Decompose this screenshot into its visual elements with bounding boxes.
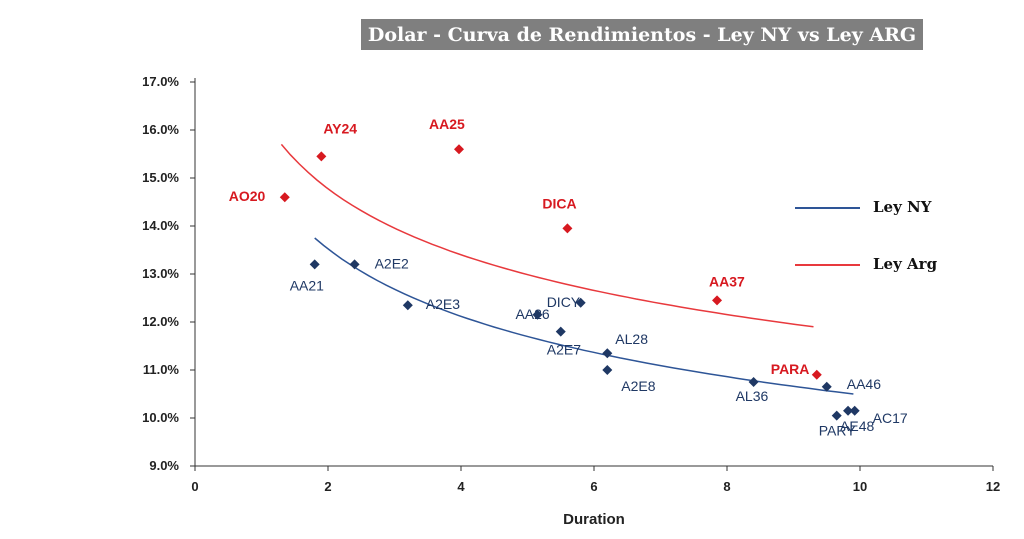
y-tick-label: 16.0%	[142, 122, 179, 137]
point-ley-ny	[849, 405, 860, 416]
trendline-ley-arg	[280, 143, 814, 328]
point-ley-ny	[821, 381, 832, 392]
point-ley-ny	[748, 377, 759, 387]
point-ley-arg	[454, 144, 465, 155]
x-tick-label: 6	[590, 479, 597, 494]
point-ley-arg	[562, 223, 573, 234]
point-label: AO20	[229, 188, 266, 204]
x-tick-label: 12	[986, 479, 1000, 494]
point-label: AA21	[290, 277, 324, 293]
x-tick-label: 0	[191, 479, 198, 494]
point-ley-ny	[843, 405, 854, 416]
point-ley-arg	[279, 192, 290, 203]
point-ley-ny	[402, 300, 413, 311]
point-ley-arg	[811, 369, 822, 380]
point-ley-arg	[316, 151, 327, 162]
point-label: AE48	[840, 418, 874, 434]
chart-title: Dolar - Curva de Rendimientos - Ley NY v…	[361, 19, 923, 50]
point-label: AL28	[615, 331, 648, 347]
legend-label: Ley NY	[873, 198, 932, 216]
y-tick-label: 15.0%	[142, 170, 179, 185]
point-label: AA25	[429, 116, 465, 132]
point-label: AL36	[736, 388, 769, 404]
point-ley-ny	[349, 259, 360, 270]
point-label: A2E7	[547, 342, 581, 358]
point-ley-ny	[831, 410, 842, 421]
point-ley-ny	[309, 259, 320, 270]
point-label: PARY	[819, 423, 856, 439]
point-ley-arg	[712, 295, 723, 306]
point-label: AA46	[847, 376, 881, 392]
point-label: DICA	[542, 195, 576, 211]
x-tick-label: 2	[324, 479, 331, 494]
point-label: AY24	[323, 120, 357, 136]
y-tick-label: 11.0%	[143, 362, 180, 377]
point-ley-ny	[602, 365, 613, 375]
y-tick-label: 13.0%	[142, 266, 179, 281]
point-label: AA37	[709, 273, 745, 289]
y-tick-label: 14.0%	[142, 218, 179, 233]
y-tick-label: 17.0%	[142, 74, 179, 89]
point-ley-ny	[575, 297, 586, 308]
point-label: AC17	[873, 410, 908, 426]
point-label: AA26	[515, 306, 549, 322]
x-tick-label: 8	[723, 479, 730, 494]
x-tick-label: 4	[457, 479, 465, 494]
point-label: DICY	[547, 294, 581, 310]
x-tick-label: 10	[853, 479, 867, 494]
point-label: A2E2	[375, 255, 409, 271]
point-label: A2E3	[426, 296, 460, 312]
point-ley-ny	[532, 309, 543, 320]
y-tick-label: 12.0%	[142, 314, 179, 329]
trendline-ley-ny	[314, 237, 854, 395]
point-ley-ny	[602, 348, 613, 359]
point-ley-ny	[555, 326, 566, 337]
point-label: A2E8	[621, 378, 655, 394]
y-tick-label: 10.0%	[142, 410, 179, 425]
point-label: PARA	[771, 361, 810, 377]
x-axis-title: Duration	[563, 511, 625, 528]
y-tick-label: 9.0%	[149, 458, 179, 473]
legend-label: Ley Arg	[873, 255, 938, 273]
